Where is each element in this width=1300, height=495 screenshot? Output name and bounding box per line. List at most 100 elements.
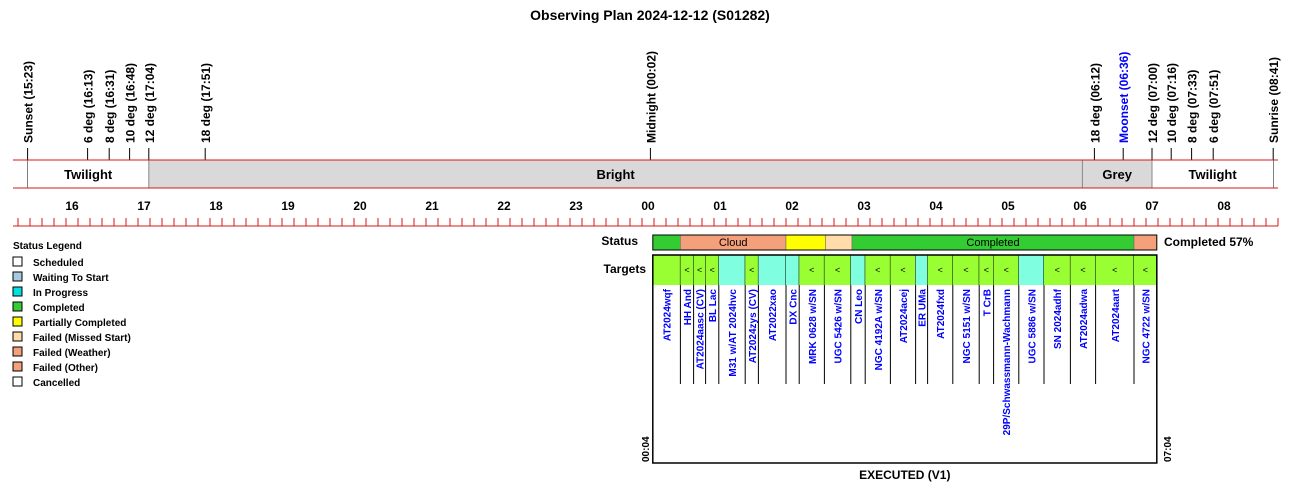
target-block xyxy=(850,255,866,285)
hour-tick-label: 04 xyxy=(929,199,943,213)
target-block xyxy=(1134,255,1157,285)
status-segment-label: Completed xyxy=(966,237,1019,249)
event-label: 12 deg (07:00) xyxy=(1146,63,1160,143)
legend-item-label: Failed (Weather) xyxy=(33,348,111,359)
sky-phase-label: Grey xyxy=(1102,167,1132,182)
legend-item-label: Cancelled xyxy=(33,378,80,389)
target-name: SN 2024adhf xyxy=(1053,288,1064,349)
target-name: ER UMa xyxy=(918,289,929,327)
sky-phase-twilight xyxy=(27,160,149,188)
hour-tick-label: 20 xyxy=(353,199,367,213)
executed-start-time: 00:04 xyxy=(641,436,652,462)
sky-phase-label: Twilight xyxy=(64,167,113,182)
target-block xyxy=(1095,255,1134,285)
status-segment-completed xyxy=(652,234,681,251)
target-name: HH And xyxy=(683,289,694,325)
legend-swatch xyxy=(12,256,23,267)
hour-tick-label: 02 xyxy=(785,199,799,213)
target-block xyxy=(758,255,786,285)
target-name: T CrB xyxy=(982,289,993,316)
target-mark: < xyxy=(684,265,689,275)
event-label: 8 deg (16:31) xyxy=(103,70,117,143)
target-name: AT2024fxd xyxy=(936,289,947,339)
event-markers: Sunset (15:23) 6 deg (16:13) 8 deg (16:31)… xyxy=(22,51,1281,188)
target-block xyxy=(680,255,694,285)
target-name: DX Cnc xyxy=(789,289,800,325)
event-label: Moonset (06:36) xyxy=(1117,52,1131,143)
target-name: CN Leo xyxy=(854,289,865,324)
target-name: UGC 5886 w/SN xyxy=(1027,289,1038,363)
target-name: AT2024aasc (CV) xyxy=(696,289,707,369)
target-mark: < xyxy=(1143,265,1148,275)
target-name: NGC 5151 w/SN xyxy=(962,289,973,363)
target-block xyxy=(786,255,800,285)
target-name: NGC 4722 w/SN xyxy=(1141,289,1152,363)
target-block xyxy=(799,255,825,285)
hour-tick-label: 23 xyxy=(569,199,583,213)
target-mark: < xyxy=(835,265,840,275)
legend-item-label: Failed (Missed Start) xyxy=(33,333,131,344)
completed-summary: Completed 57% xyxy=(1164,235,1254,249)
target-name: 29P/Schwassmann-Wachmann xyxy=(1002,289,1013,435)
legend-swatch xyxy=(12,331,23,342)
target-block xyxy=(718,255,746,285)
target-mark: < xyxy=(809,265,814,275)
hour-tick-label: 01 xyxy=(713,199,727,213)
legend-item-label: Partially Completed xyxy=(33,318,126,329)
target-block xyxy=(979,255,994,285)
target-mark: < xyxy=(875,265,880,275)
legend-item-label: Waiting To Start xyxy=(33,273,109,284)
target-mark: < xyxy=(1112,265,1117,275)
target-block xyxy=(915,255,928,285)
hour-tick-label: 18 xyxy=(209,199,223,213)
target-name: UGC 5426 w/SN xyxy=(834,289,845,363)
target-name: AT2024adwa xyxy=(1079,289,1090,349)
status-segment-partial xyxy=(785,234,826,251)
target-block xyxy=(927,255,953,285)
legend-swatch xyxy=(12,346,23,357)
hour-tick-label: 22 xyxy=(497,199,511,213)
target-name: M31 w/AT 2024hvc xyxy=(728,289,739,377)
targets-row-label: Targets xyxy=(604,262,647,276)
sky-phase-label: Twilight xyxy=(1189,167,1238,182)
hour-tick-label: 07 xyxy=(1145,199,1159,213)
target-name: AT2024acej xyxy=(899,289,910,344)
sky-phase-twilight xyxy=(1152,160,1274,188)
target-block xyxy=(693,255,706,285)
legend-item-label: Failed (Other) xyxy=(33,363,98,374)
hour-tick-label: 08 xyxy=(1217,199,1231,213)
sky-phase-grey xyxy=(1082,160,1152,188)
target-name: BL Lac xyxy=(708,289,719,323)
executed-end-time: 07:04 xyxy=(1163,436,1174,462)
target-mark: < xyxy=(1080,265,1085,275)
status-row-label: Status xyxy=(601,234,638,248)
event-label: Sunrise (08:41) xyxy=(1267,57,1281,143)
hour-tick-label: 19 xyxy=(281,199,295,213)
status-segment-label: Cloud xyxy=(719,237,748,249)
target-block xyxy=(705,255,719,285)
target-block xyxy=(890,255,916,285)
target-mark: < xyxy=(900,265,905,275)
hour-tick-label: 21 xyxy=(425,199,439,213)
legend-swatch xyxy=(12,286,23,297)
target-mark: < xyxy=(697,265,702,275)
legend-swatch xyxy=(12,316,23,327)
target-mark: < xyxy=(1004,265,1009,275)
executed-frame: EXECUTED (V1) 00:04 07:04 xyxy=(641,254,1174,482)
target-block xyxy=(745,255,759,285)
sky-phase-label: Bright xyxy=(596,167,635,182)
executed-label: EXECUTED (V1) xyxy=(859,468,950,482)
target-block xyxy=(952,255,980,285)
legend-item-label: Completed xyxy=(33,303,85,314)
status-legend: Status Legend Scheduled Waiting To Start In… xyxy=(12,241,131,389)
hour-tick-label: 03 xyxy=(857,199,871,213)
legend-item-label: In Progress xyxy=(33,288,88,299)
target-block xyxy=(1070,255,1096,285)
event-label: 10 deg (07:16) xyxy=(1165,63,1179,143)
target-mark: < xyxy=(938,265,943,275)
target-name: MRK 0628 w/SN xyxy=(808,289,819,364)
event-label: Midnight (00:02) xyxy=(644,51,658,143)
sky-phase-bright xyxy=(148,160,1083,188)
target-name: AT2024zys (CV) xyxy=(748,289,759,363)
target-mark: < xyxy=(710,265,715,275)
